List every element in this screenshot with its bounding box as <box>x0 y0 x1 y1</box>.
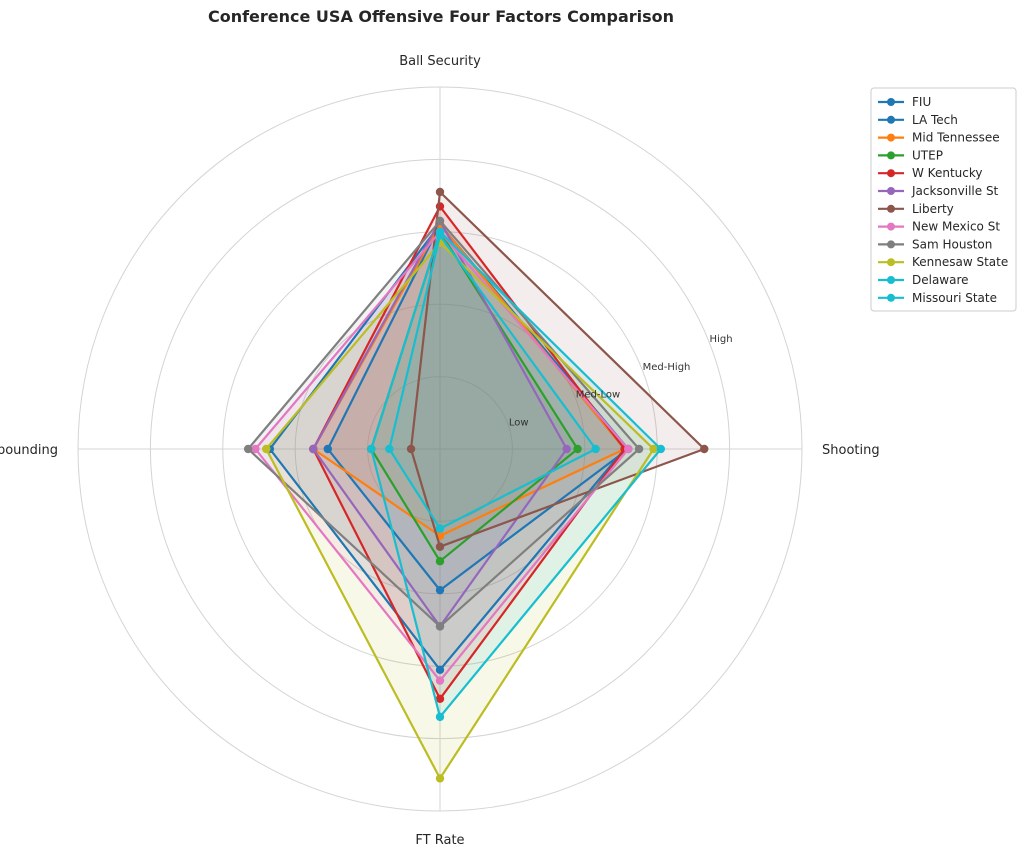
legend-marker <box>887 133 895 142</box>
data-point <box>435 187 445 197</box>
axis-labels: Ball Security Shooting FT Rate Off Reboundi… <box>0 54 880 845</box>
data-point <box>406 444 416 454</box>
series-fill <box>411 192 705 547</box>
ring-label: Med-Low <box>576 390 620 401</box>
series-fill <box>269 224 625 670</box>
data-point <box>435 694 445 703</box>
data-point <box>435 216 445 226</box>
data-point <box>562 444 571 454</box>
ring-labels: Low Med-Low Med-High High <box>509 334 733 428</box>
axis-label: Off Rebounding <box>0 443 58 458</box>
legend-label: LA Tech <box>912 113 958 127</box>
radar-series <box>243 187 709 783</box>
ring-label: High <box>710 334 733 345</box>
legend-label: New Mexico St <box>912 220 1000 234</box>
data-point <box>435 524 445 533</box>
legend-marker <box>887 276 895 284</box>
legend-marker <box>887 169 895 178</box>
legend-marker <box>887 115 895 124</box>
legend-marker <box>887 204 895 213</box>
legend-marker <box>887 98 895 106</box>
series-fill <box>371 231 661 717</box>
data-point <box>435 557 445 566</box>
data-point <box>435 585 445 595</box>
legend-marker <box>887 222 895 231</box>
ring-label: Low <box>509 417 529 428</box>
legend-marker <box>887 293 895 302</box>
axis-label: Ball Security <box>399 54 481 69</box>
series-fill <box>313 206 625 699</box>
data-point <box>243 444 253 454</box>
legend-label: Jacksonville St <box>911 184 999 198</box>
legend-marker <box>887 151 895 160</box>
data-point <box>624 444 633 454</box>
series-fill <box>313 220 567 627</box>
legend-marker <box>887 258 895 267</box>
legend-label: Sam Houston <box>912 237 992 251</box>
legend-label: W Kentucky <box>912 166 982 180</box>
data-point <box>435 622 445 631</box>
series-fill <box>371 231 578 562</box>
data-point <box>435 712 445 722</box>
data-point <box>435 665 445 675</box>
data-point <box>591 444 600 454</box>
legend-label: Liberty <box>912 202 954 216</box>
data-point <box>435 676 445 685</box>
legend-label: UTEP <box>912 148 943 162</box>
series-fill <box>389 235 596 529</box>
legend-marker <box>887 187 895 195</box>
data-point <box>251 444 260 454</box>
legend-label: Delaware <box>912 273 969 287</box>
legend-label: Missouri State <box>912 291 997 305</box>
data-point <box>634 444 644 454</box>
chart-title: Conference USA Offensive Four Factors Co… <box>208 7 674 26</box>
data-point <box>435 227 445 236</box>
data-point <box>323 444 332 454</box>
data-point <box>573 444 582 454</box>
data-point <box>262 444 271 454</box>
legend-label: FIU <box>912 95 931 109</box>
legend-marker <box>887 240 895 249</box>
data-point <box>435 774 445 783</box>
data-point <box>385 444 394 454</box>
series-fill <box>313 224 625 536</box>
data-point <box>656 444 666 454</box>
axis-label: Shooting <box>822 443 880 458</box>
data-point <box>367 444 376 454</box>
axis-label: FT Rate <box>415 833 464 845</box>
data-point <box>649 444 658 454</box>
ring-label: Med-High <box>643 362 691 373</box>
data-point <box>435 542 445 551</box>
series-fill <box>248 220 640 627</box>
legend-frame <box>870 87 1017 312</box>
legend-label: Kennesaw State <box>912 255 1008 269</box>
data-point <box>309 444 318 454</box>
legend-label: Mid Tennessee <box>912 131 1000 145</box>
legend[interactable]: FIU LA Tech Mid Tennessee UTEP W Kentucky Jac… <box>870 87 1017 312</box>
data-point <box>700 444 709 454</box>
